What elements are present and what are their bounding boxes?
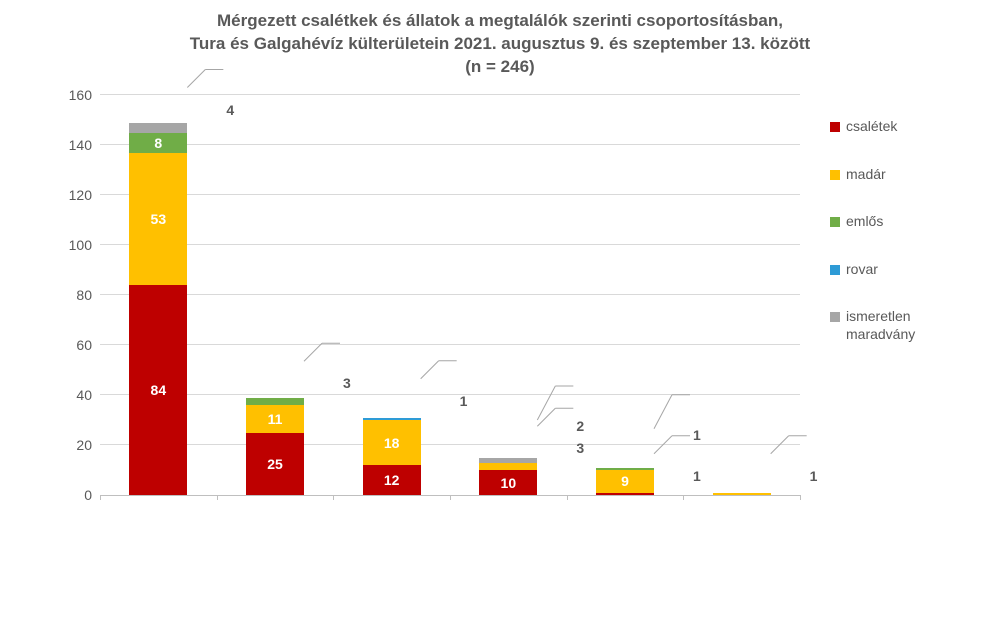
segment-label: 53 — [129, 211, 187, 227]
legend-swatch — [830, 312, 840, 322]
legend-label: csalétek — [846, 118, 897, 136]
legend-swatch — [830, 265, 840, 275]
y-tick-label: 60 — [76, 337, 92, 353]
y-tick-label: 140 — [69, 137, 92, 153]
legend-label: rovar — [846, 261, 878, 279]
segment-label-external: 1 — [460, 393, 468, 409]
x-tickmark — [217, 495, 218, 500]
bar-segment: 10 — [479, 470, 537, 495]
legend-label: ismeretlen maradvány — [846, 308, 980, 343]
legend-swatch — [830, 170, 840, 180]
segment-label: 8 — [129, 135, 187, 151]
legend-item: madár — [830, 166, 980, 184]
bar-segment: 53 — [129, 153, 187, 286]
legend-swatch — [830, 217, 840, 227]
bar-segment: 11 — [246, 405, 304, 433]
bar-segment: 9 — [596, 470, 654, 493]
title-line-2: Tura és Galgahévíz külterületein 2021. a… — [0, 33, 1000, 56]
gridline — [100, 344, 800, 345]
y-tick-label: 100 — [69, 237, 92, 253]
y-tick-label: 40 — [76, 387, 92, 403]
bar-segment: 12 — [363, 465, 421, 495]
y-tick-label: 0 — [84, 487, 92, 503]
plot-area: 020406080100120140160MME kutyás egység84… — [100, 95, 800, 496]
bar-segment — [246, 398, 304, 406]
segment-label: 11 — [246, 411, 304, 427]
y-tick-label: 160 — [69, 87, 92, 103]
bar-segment — [479, 458, 537, 463]
chart-title: Mérgezett csalétkek és állatok a megtalá… — [0, 10, 1000, 79]
title-line-3: (n = 246) — [0, 56, 1000, 79]
bar-segment — [479, 463, 537, 471]
bar-segment: 18 — [363, 420, 421, 465]
legend-item: ismeretlen maradvány — [830, 308, 980, 343]
legend-item: rovar — [830, 261, 980, 279]
legend-swatch — [830, 122, 840, 132]
segment-label: 12 — [363, 472, 421, 488]
gridline — [100, 244, 800, 245]
segment-label: 18 — [363, 435, 421, 451]
bar-segment: 84 — [129, 285, 187, 495]
gridline — [100, 94, 800, 95]
legend-label: madár — [846, 166, 886, 184]
segment-label: 84 — [129, 382, 187, 398]
x-tickmark — [100, 495, 101, 500]
bar-segment — [596, 468, 654, 471]
y-tick-label: 20 — [76, 437, 92, 453]
segment-label-external: 2 — [576, 418, 584, 434]
y-tick-label: 120 — [69, 187, 92, 203]
segment-label: 25 — [246, 456, 304, 472]
bar-segment — [363, 418, 421, 421]
gridline — [100, 294, 800, 295]
segment-label: 9 — [596, 473, 654, 489]
segment-label-external: 1 — [693, 427, 701, 443]
segment-label-external: 3 — [343, 375, 351, 391]
y-tick-label: 80 — [76, 287, 92, 303]
segment-label-external: 3 — [576, 440, 584, 456]
bar-segment: 8 — [129, 133, 187, 153]
x-tickmark — [450, 495, 451, 500]
chart-root: Mérgezett csalétkek és állatok a megtalá… — [0, 0, 1000, 617]
legend-item: emlős — [830, 213, 980, 231]
segment-label-external: 1 — [693, 468, 701, 484]
x-tickmark — [567, 495, 568, 500]
x-tickmark — [333, 495, 334, 500]
title-line-1: Mérgezett csalétkek és állatok a megtalá… — [0, 10, 1000, 33]
segment-label-external: 4 — [226, 102, 234, 118]
legend-label: emlős — [846, 213, 883, 231]
gridline — [100, 444, 800, 445]
x-tickmark — [800, 495, 801, 500]
segment-label: 10 — [479, 475, 537, 491]
bar-segment — [129, 123, 187, 133]
legend: csalétek madár emlős rovar ismeretlen maradv… — [830, 118, 980, 373]
bar-segment — [596, 493, 654, 496]
segment-label-external: 1 — [810, 468, 818, 484]
gridline — [100, 144, 800, 145]
bar-segment: 25 — [246, 433, 304, 496]
legend-item: csalétek — [830, 118, 980, 136]
bar-segment — [713, 493, 771, 496]
gridline — [100, 194, 800, 195]
gridline — [100, 394, 800, 395]
x-tickmark — [683, 495, 684, 500]
